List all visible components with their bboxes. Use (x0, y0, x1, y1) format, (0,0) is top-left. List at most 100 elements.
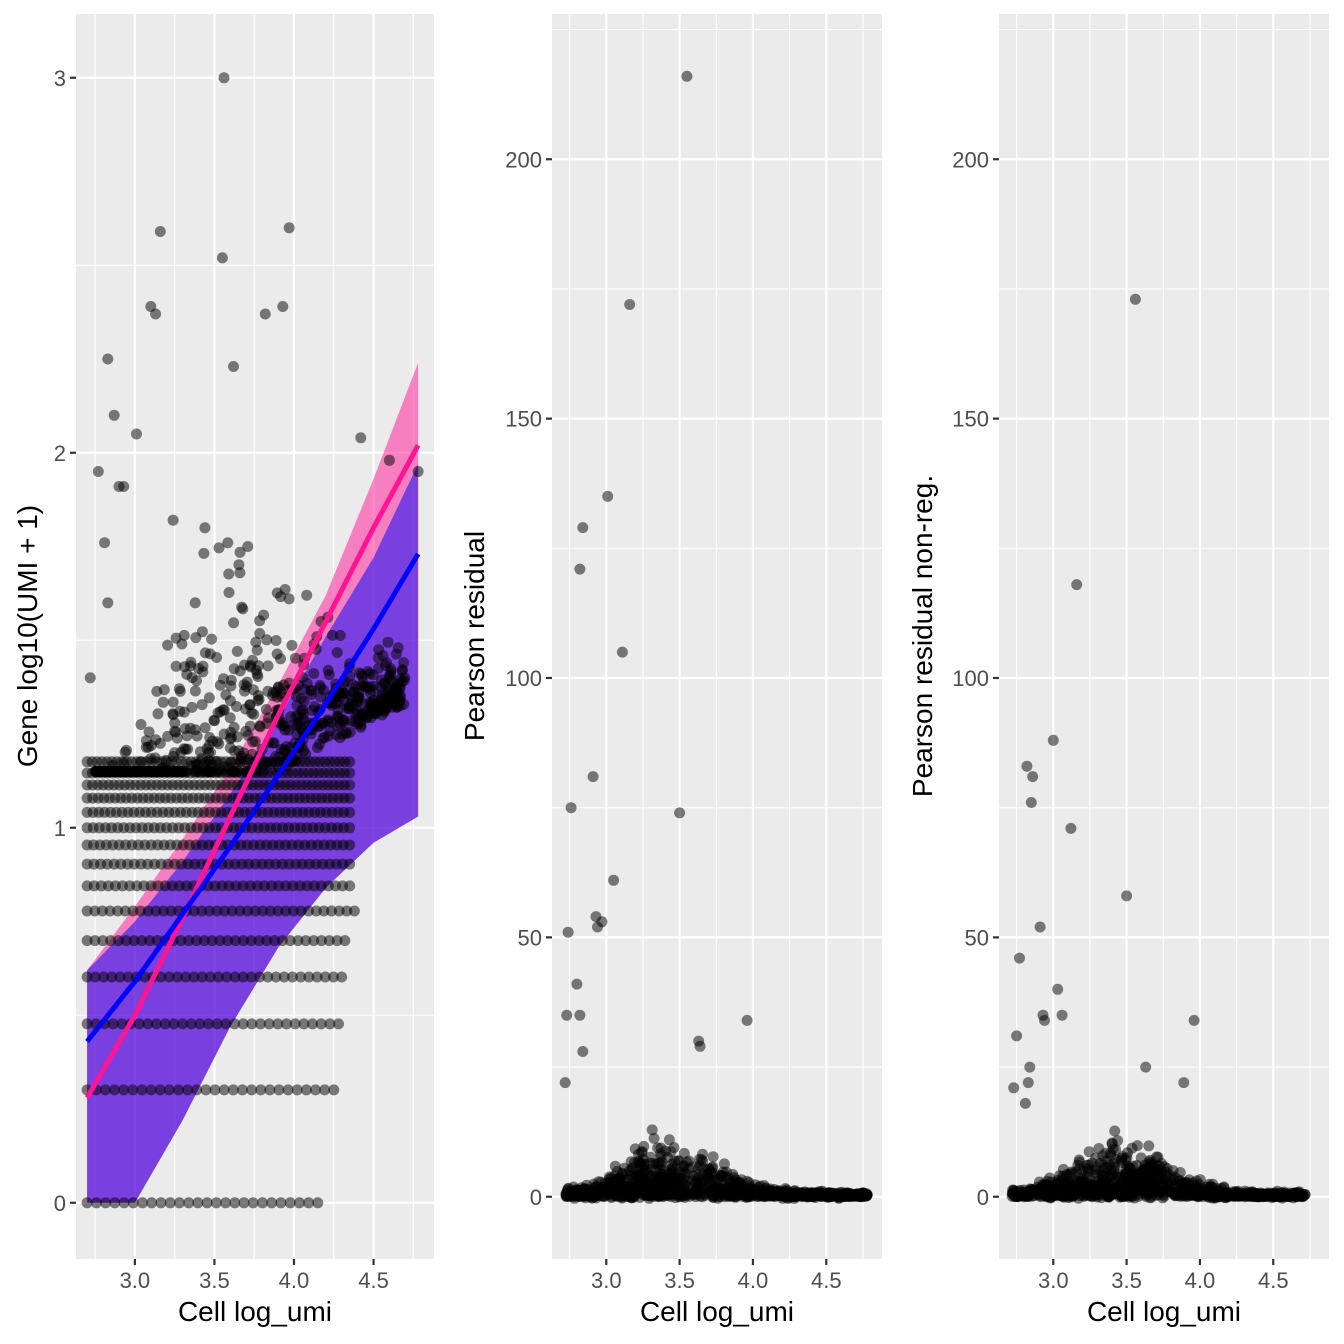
data-point (114, 971, 126, 983)
data-point (372, 652, 384, 664)
data-point (303, 905, 315, 917)
data-point (707, 1151, 719, 1163)
data-point (661, 1190, 673, 1202)
data-point (270, 971, 282, 983)
data-point (134, 756, 146, 768)
data-point (694, 1040, 706, 1052)
data-point (175, 935, 187, 947)
data-point (1173, 1189, 1185, 1200)
data-point (254, 615, 266, 627)
data-point (192, 1197, 204, 1209)
data-point (1120, 1177, 1132, 1189)
data-point (228, 617, 240, 629)
data-point (286, 971, 298, 983)
data-point (230, 935, 241, 947)
x-tick-label: 4.0 (738, 1268, 769, 1293)
data-point (120, 744, 132, 756)
data-point (344, 756, 356, 768)
scatter-points (1006, 293, 1311, 1204)
data-point (127, 1197, 139, 1209)
data-point (140, 735, 152, 747)
data-point (218, 1084, 230, 1096)
data-point (275, 653, 286, 665)
data-point (163, 971, 175, 983)
panel-pearson-residual-nonreg: 3.0 3.5 4.0 4.5 0 50 100 150 200 Cell log_umi Pe… (907, 14, 1329, 1327)
data-point (391, 701, 403, 712)
data-point (154, 1084, 166, 1096)
data-point (1093, 1143, 1105, 1154)
data-point (273, 1084, 285, 1096)
data-point (577, 522, 589, 534)
data-point (1071, 579, 1083, 591)
data-point (245, 935, 257, 947)
data-point (1020, 1190, 1032, 1202)
data-point (231, 645, 243, 657)
data-point (1047, 1189, 1058, 1200)
data-point (295, 905, 307, 917)
data-point (1276, 1192, 1288, 1204)
data-point (248, 708, 260, 720)
data-point (684, 1190, 696, 1202)
data-point (344, 779, 356, 791)
data-point (104, 905, 116, 917)
data-point (246, 748, 258, 760)
data-point (717, 1178, 729, 1190)
data-point (307, 1018, 318, 1030)
data-point (703, 1163, 715, 1175)
data-point (188, 971, 200, 983)
data-point (698, 1176, 710, 1188)
data-point (1121, 1160, 1133, 1172)
data-point (131, 428, 142, 440)
data-point (1181, 1190, 1193, 1202)
data-point (322, 730, 334, 742)
data-point (660, 1145, 672, 1157)
data-point (198, 547, 210, 559)
data-point (626, 1192, 638, 1204)
y-axis-title: Pearson residual non-reg. (907, 475, 938, 797)
data-point (344, 690, 356, 702)
data-point (287, 905, 299, 917)
data-point (1178, 1077, 1190, 1089)
data-point (310, 905, 322, 917)
data-point (269, 935, 281, 947)
data-point (106, 971, 118, 983)
data-point (344, 839, 356, 851)
data-point (1122, 1147, 1133, 1159)
data-point (94, 766, 106, 777)
data-point (237, 935, 249, 947)
data-point (118, 1197, 130, 1209)
data-point (289, 652, 301, 664)
data-point (150, 905, 162, 917)
data-point (315, 1018, 327, 1030)
data-point (226, 905, 238, 917)
data-point (382, 681, 394, 693)
data-point (145, 1084, 157, 1096)
data-point (204, 732, 216, 743)
data-point (109, 1197, 121, 1209)
data-point (390, 682, 402, 694)
data-point (344, 822, 356, 834)
data-point (292, 935, 304, 947)
data-point (609, 1160, 621, 1172)
data-point (301, 589, 313, 601)
data-point (223, 587, 235, 598)
data-point (197, 660, 209, 672)
data-point (228, 663, 240, 675)
data-point (173, 1084, 184, 1096)
data-point (587, 771, 599, 783)
data-point (295, 971, 307, 983)
data-point (254, 720, 266, 732)
data-point (262, 971, 274, 983)
data-point (274, 751, 285, 762)
data-point (1268, 1189, 1280, 1201)
panel-background (552, 14, 882, 1259)
data-point (137, 1197, 148, 1209)
data-point (1052, 983, 1064, 995)
data-point (1188, 1014, 1200, 1026)
data-point (672, 1189, 684, 1201)
data-point (112, 935, 124, 947)
data-point (210, 1197, 222, 1209)
data-point (276, 935, 288, 947)
data-point (135, 719, 147, 730)
data-point (264, 1084, 276, 1096)
